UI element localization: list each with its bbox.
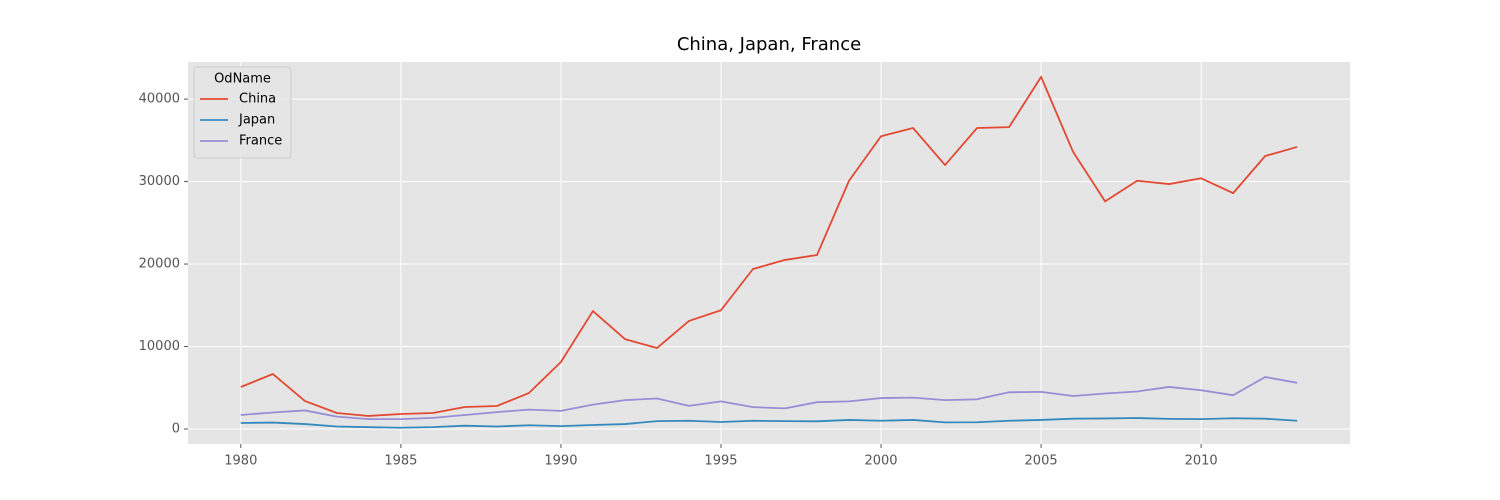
legend-box: [193, 66, 292, 159]
y-tick-label: 20000: [139, 257, 180, 272]
series-line: [240, 376, 1298, 420]
y-tick-label: 40000: [139, 92, 180, 107]
series-line: [240, 75, 1298, 417]
legend-label: China: [239, 92, 276, 107]
y-tick-label: 30000: [139, 174, 180, 189]
legend-label: Japan: [238, 113, 275, 128]
y-tick-label: 10000: [139, 339, 180, 354]
legend-label: France: [239, 134, 282, 149]
x-tick-label: 2000: [864, 454, 897, 469]
x-tick-label: 1990: [544, 454, 577, 469]
x-tick-label: 1995: [704, 454, 737, 469]
y-tick-label: 0: [172, 421, 180, 436]
x-tick-label: 2010: [1185, 454, 1218, 469]
x-tick-label: 1980: [224, 454, 257, 469]
x-tick-label: 1985: [384, 454, 417, 469]
series-line: [240, 417, 1298, 429]
legend-title: OdName: [214, 72, 271, 87]
x-tick-label: 2005: [1025, 454, 1058, 469]
plot-area: [188, 62, 1350, 444]
chart-title: China, Japan, France: [677, 34, 861, 55]
